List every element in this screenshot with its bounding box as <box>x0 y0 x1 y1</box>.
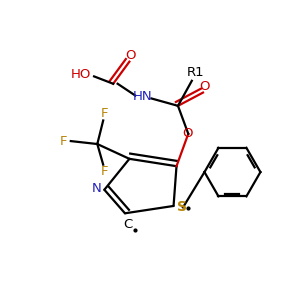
Text: O: O <box>199 80 210 93</box>
Text: O: O <box>126 49 136 62</box>
Text: N: N <box>92 182 102 195</box>
Text: F: F <box>60 135 67 148</box>
Text: R1: R1 <box>187 66 205 79</box>
Text: O: O <box>183 127 193 140</box>
Text: S: S <box>177 200 188 214</box>
Text: F: F <box>101 106 108 120</box>
Text: F: F <box>101 166 108 178</box>
Text: HN: HN <box>133 91 152 103</box>
Text: HO: HO <box>70 68 91 81</box>
Text: C: C <box>123 218 133 231</box>
